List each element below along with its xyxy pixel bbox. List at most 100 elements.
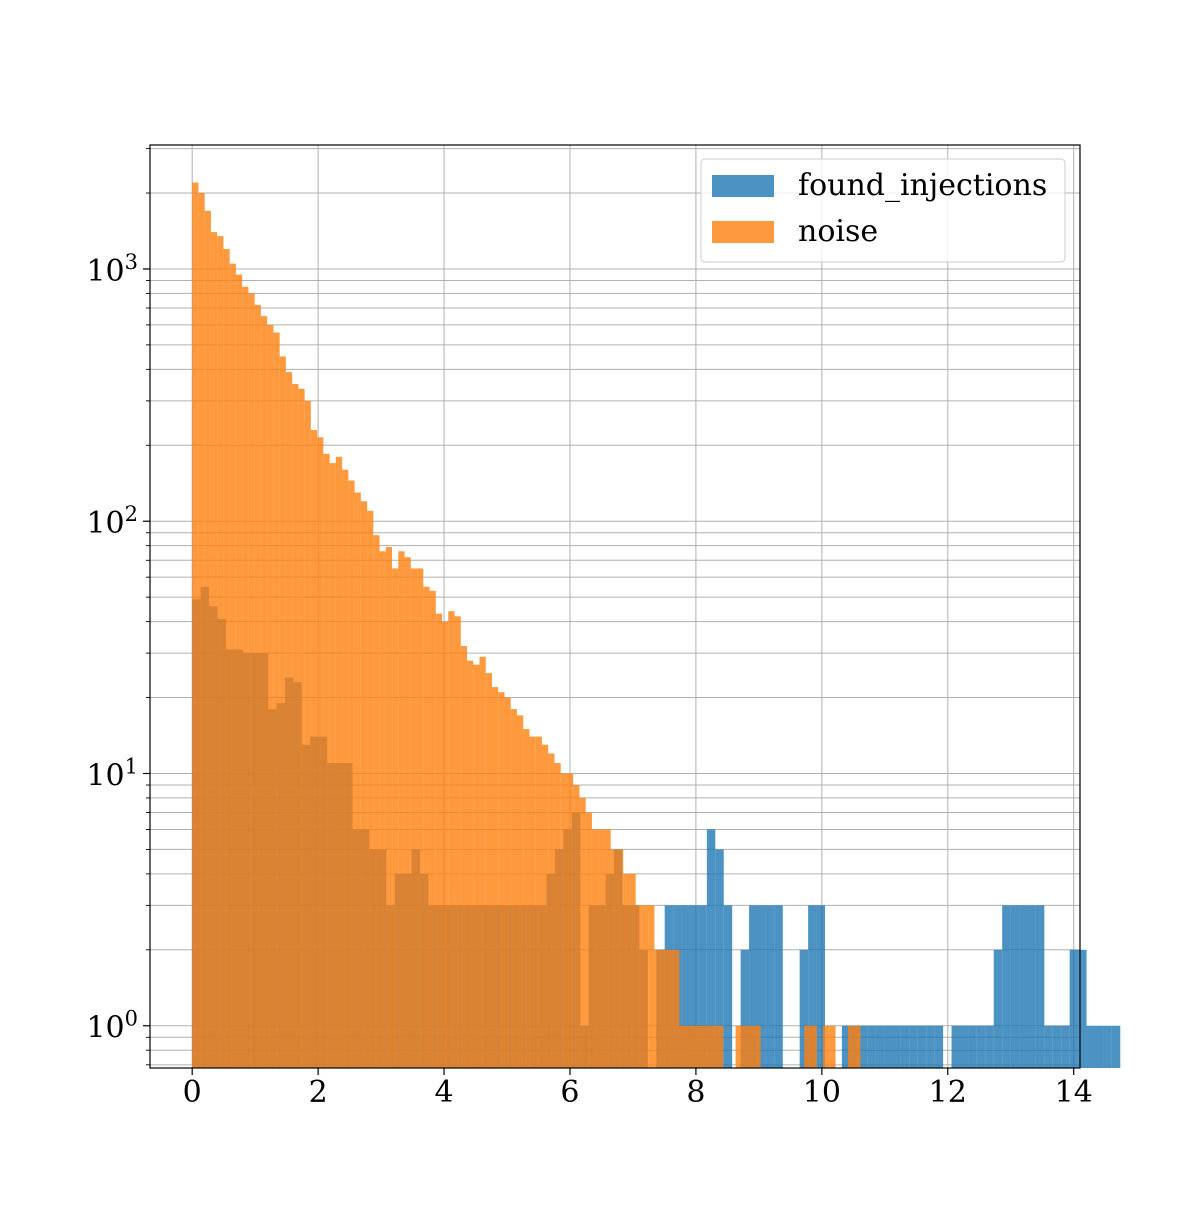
series-noise [192, 182, 861, 1069]
y-tick-label: 102 [86, 502, 138, 541]
bar-noise [629, 873, 636, 1068]
bar-noise [810, 1025, 817, 1068]
bar-noise [404, 557, 411, 1068]
bar-found_injections [799, 949, 809, 1068]
bar-noise [666, 949, 674, 1068]
bar-noise [748, 1025, 755, 1068]
x-tick-label: 4 [435, 1075, 454, 1110]
bar-found_injections [1052, 1025, 1062, 1068]
legend-label-found-injections: found_injections [798, 168, 1047, 203]
bar-noise [698, 1025, 705, 1068]
bar-found_injections [884, 1025, 893, 1068]
bar-found_injections [715, 849, 724, 1068]
bar-found_injections [1035, 905, 1045, 1068]
bar-noise [442, 621, 449, 1068]
bar-found_injections [689, 905, 699, 1068]
bar-noise [498, 692, 505, 1068]
bar-found_injections [1086, 1025, 1095, 1068]
bar-noise [317, 437, 324, 1069]
x-tick-label: 14 [1055, 1075, 1093, 1110]
bar-noise [410, 568, 418, 1068]
bar-noise [229, 263, 236, 1068]
bar-noise [573, 785, 580, 1068]
bar-found_injections [909, 1025, 918, 1068]
bar-found_injections [1019, 905, 1028, 1068]
bar-noise [616, 849, 624, 1068]
bar-found_injections [985, 1025, 994, 1068]
bar-found_injections [706, 829, 716, 1068]
bar-found_injections [1069, 949, 1079, 1068]
bar-noise [423, 586, 430, 1068]
bar-noise [342, 469, 349, 1069]
bar-noise [210, 232, 218, 1068]
bar-noise [623, 873, 630, 1068]
bar-found_injections [917, 1025, 927, 1068]
bar-found_injections [875, 1025, 885, 1068]
bar-noise [754, 1025, 761, 1068]
bar-noise [242, 286, 249, 1068]
bar-found_injections [1103, 1025, 1112, 1068]
bar-noise [535, 736, 542, 1068]
bar-noise [610, 849, 617, 1068]
bar-noise [379, 551, 386, 1068]
bar-noise [579, 797, 586, 1068]
bar-noise [335, 456, 343, 1068]
bar-noise [548, 753, 555, 1068]
bar-found_injections [749, 905, 758, 1068]
bar-noise [704, 1025, 711, 1068]
bar-noise [367, 510, 374, 1068]
bar-found_injections [858, 1025, 868, 1068]
bar-noise [235, 274, 243, 1068]
bar-noise [492, 687, 499, 1068]
legend-label-noise: noise [798, 214, 878, 249]
y-axis: 100 101 102 103 [86, 148, 150, 1066]
y-tick-label: 101 [86, 754, 138, 793]
bar-noise [685, 1025, 692, 1068]
bar-noise [248, 293, 255, 1068]
bar-noise [473, 664, 480, 1068]
bar-found_injections [976, 1025, 986, 1068]
bar-noise [854, 1025, 861, 1068]
bar-found_injections [723, 905, 733, 1068]
bar-noise [310, 429, 318, 1068]
bar-noise [398, 551, 405, 1068]
bar-noise [691, 1025, 699, 1068]
bar-noise [541, 744, 549, 1068]
bar-noise [454, 616, 461, 1068]
bar-found_injections [1044, 1025, 1053, 1068]
bar-found_injections [765, 905, 775, 1068]
bar-noise [604, 829, 611, 1068]
x-tick-label: 6 [560, 1075, 579, 1110]
bar-noise [635, 905, 642, 1068]
bar-found_injections [757, 905, 766, 1068]
bar-noise [510, 709, 517, 1068]
bar-found_injections [1010, 905, 1020, 1068]
bar-noise [591, 829, 599, 1068]
legend: found_injections noise [700, 158, 1066, 263]
bar-found_injections [816, 905, 825, 1068]
bar-noise [485, 673, 493, 1068]
x-tick-label: 10 [803, 1075, 841, 1110]
bar-noise [554, 763, 561, 1068]
bar-found_injections [926, 1025, 935, 1068]
bar-noise [354, 492, 361, 1068]
axes-frame [149, 144, 1081, 1069]
bar-noise [285, 372, 293, 1069]
bar-noise [373, 535, 380, 1068]
bar-noise [198, 193, 205, 1069]
legend-box [700, 158, 1066, 263]
bar-noise [804, 1025, 811, 1068]
bar-noise [360, 501, 368, 1068]
bar-found_injections [1061, 1025, 1070, 1068]
bar-found_injections [1027, 905, 1036, 1068]
x-axis: 0 2 4 6 8 10 12 14 [183, 1068, 1093, 1110]
bar-noise [223, 248, 230, 1068]
bar-noise [560, 773, 567, 1068]
bar-found_injections [892, 1025, 901, 1068]
bar-noise [660, 949, 667, 1068]
bar-noise [273, 332, 280, 1069]
bar-noise [304, 400, 311, 1068]
bar-noise [735, 1025, 742, 1068]
bar-noise [292, 383, 299, 1069]
